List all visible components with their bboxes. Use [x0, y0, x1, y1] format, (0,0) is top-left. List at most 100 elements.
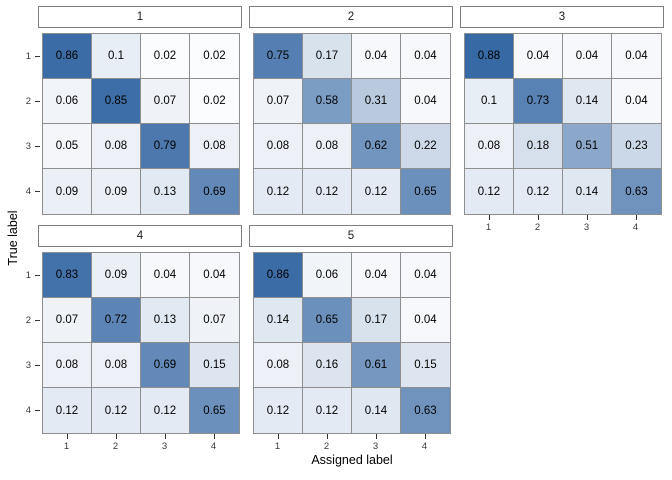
x-axis-tick [277, 434, 279, 439]
x-axis-tick [115, 434, 117, 439]
matrix-cell: 0.61 [352, 343, 401, 388]
matrix-cell: 0.12 [465, 169, 514, 214]
matrix-cell: 0.06 [43, 79, 92, 124]
y-tick-label: 4 [25, 404, 31, 416]
matrix-cell: 0.14 [352, 388, 401, 433]
matrix-cell: 0.65 [190, 388, 239, 433]
matrix-cell: 0.14 [254, 298, 303, 343]
x-tick-label: 3 [583, 222, 590, 233]
matrix-cell: 0.12 [352, 169, 401, 214]
matrix-cell: 0.12 [254, 388, 303, 433]
x-tick-label: 3 [372, 441, 379, 452]
x-tick-label: 4 [421, 441, 428, 452]
heatmap-matrix-2: 0.75 0.17 0.04 0.04 0.07 0.58 0.31 0.04 0.08 0.08… [253, 33, 451, 215]
matrix-cell: 0.04 [141, 253, 190, 298]
facet-strip-4: 4 [38, 225, 242, 247]
matrix-cell: 0.09 [92, 253, 141, 298]
matrix-cell: 0.12 [141, 388, 190, 433]
heatmap-matrix-1: 0.86 0.1 0.02 0.02 0.06 0.85 0.07 0.02 0.05 0.08 0… [42, 33, 240, 215]
matrix-cell: 0.58 [303, 79, 352, 124]
matrix-cell: 0.08 [303, 124, 352, 169]
matrix-cell: 0.72 [92, 298, 141, 343]
matrix-cell: 0.12 [303, 169, 352, 214]
matrix-cell: 0.1 [92, 34, 141, 79]
facet-strip-2: 2 [249, 6, 453, 28]
matrix-cell: 0.12 [303, 388, 352, 433]
matrix-cell: 0.86 [254, 253, 303, 298]
y-tick-label: 2 [25, 95, 31, 107]
matrix-cell: 0.23 [612, 124, 661, 169]
facet-strip-label: 5 [347, 230, 355, 242]
y-tick-label: 1 [25, 50, 31, 62]
matrix-cell: 0.02 [190, 79, 239, 124]
facet-strip-1: 1 [38, 6, 242, 28]
facet-strip-label: 2 [347, 11, 355, 23]
matrix-cell: 0.18 [514, 124, 563, 169]
heatmap-matrix-3: 0.88 0.04 0.04 0.04 0.1 0.73 0.14 0.04 0.08 0.18 0… [464, 33, 662, 215]
x-axis-tick [488, 215, 490, 220]
matrix-cell: 0.12 [43, 388, 92, 433]
y-tick-label: 4 [25, 185, 31, 197]
matrix-cell: 0.79 [141, 124, 190, 169]
matrix-cell: 0.13 [141, 298, 190, 343]
matrix-cell: 0.31 [352, 79, 401, 124]
matrix-cell: 0.83 [43, 253, 92, 298]
facet-strip-label: 4 [136, 230, 144, 242]
matrix-cell: 0.12 [514, 169, 563, 214]
matrix-cell: 0.1 [465, 79, 514, 124]
matrix-cell: 0.08 [43, 343, 92, 388]
matrix-cell: 0.07 [190, 298, 239, 343]
matrix-cell: 0.14 [563, 169, 612, 214]
matrix-cell: 0.63 [401, 388, 450, 433]
y-tick-label: 3 [25, 140, 31, 152]
y-axis-tick [35, 100, 40, 102]
matrix-cell: 0.69 [190, 169, 239, 214]
matrix-cell: 0.08 [92, 343, 141, 388]
matrix-cell: 0.15 [401, 343, 450, 388]
facet-strip-label: 3 [558, 11, 566, 23]
matrix-cell: 0.02 [190, 34, 239, 79]
y-tick-label: 1 [25, 269, 31, 281]
matrix-cell: 0.04 [612, 34, 661, 79]
matrix-cell: 0.04 [401, 298, 450, 343]
heatmap-matrix-4: 0.83 0.09 0.04 0.04 0.07 0.72 0.13 0.07 0.08 0.08… [42, 252, 240, 434]
x-axis-tick [635, 215, 637, 220]
y-tick-label: 3 [25, 359, 31, 371]
x-tick-label: 2 [323, 441, 330, 452]
matrix-cell: 0.09 [43, 169, 92, 214]
matrix-cell: 0.08 [190, 124, 239, 169]
matrix-cell: 0.69 [141, 343, 190, 388]
matrix-cell: 0.12 [254, 169, 303, 214]
matrix-cell: 0.08 [465, 124, 514, 169]
matrix-cell: 0.07 [141, 79, 190, 124]
matrix-cell: 0.08 [254, 343, 303, 388]
y-axis-tick [35, 409, 40, 411]
x-tick-label: 2 [534, 222, 541, 233]
x-axis-tick [537, 215, 539, 220]
matrix-cell: 0.05 [43, 124, 92, 169]
facet-strip-3: 3 [460, 6, 664, 28]
x-axis-tick [586, 215, 588, 220]
matrix-cell: 0.65 [401, 169, 450, 214]
matrix-cell: 0.07 [43, 298, 92, 343]
matrix-cell: 0.62 [352, 124, 401, 169]
x-axis-tick [66, 434, 68, 439]
x-axis-tick [424, 434, 426, 439]
matrix-cell: 0.07 [254, 79, 303, 124]
y-axis-tick [35, 364, 40, 366]
matrix-cell: 0.04 [352, 253, 401, 298]
matrix-cell: 0.16 [303, 343, 352, 388]
x-axis-tick [164, 434, 166, 439]
x-axis-tick [326, 434, 328, 439]
x-tick-label: 3 [161, 441, 168, 452]
facet-strip-5: 5 [249, 225, 453, 247]
matrix-cell: 0.13 [141, 169, 190, 214]
matrix-cell: 0.86 [43, 34, 92, 79]
matrix-cell: 0.04 [514, 34, 563, 79]
matrix-cell: 0.63 [612, 169, 661, 214]
matrix-cell: 0.04 [190, 253, 239, 298]
y-axis-tick [35, 55, 40, 57]
heatmap-matrix-5: 0.86 0.06 0.04 0.04 0.14 0.65 0.17 0.04 0.08 0.16… [253, 252, 451, 434]
matrix-cell: 0.04 [401, 34, 450, 79]
